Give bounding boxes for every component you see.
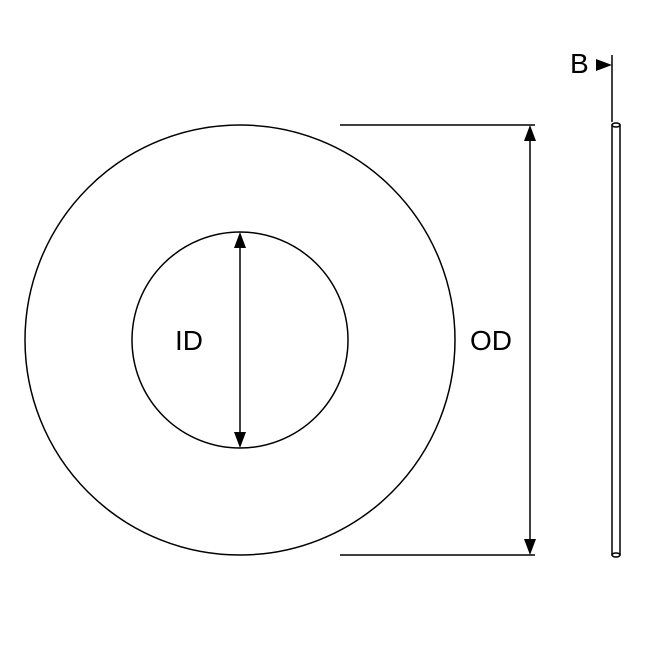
b-label: B <box>570 48 589 79</box>
id-arrow-up <box>234 232 246 248</box>
od-label: OD <box>470 325 512 356</box>
id-arrow-down <box>234 432 246 448</box>
side-view-top-cap <box>612 123 620 127</box>
od-arrow-up <box>524 125 536 141</box>
washer-diagram: ID OD B <box>0 0 670 670</box>
side-view-bottom-cap <box>612 553 620 557</box>
side-view-body <box>612 125 620 555</box>
diagram-svg: ID OD B <box>0 0 670 670</box>
b-arrow-right <box>596 59 612 71</box>
id-label: ID <box>175 325 203 356</box>
od-arrow-down <box>524 539 536 555</box>
